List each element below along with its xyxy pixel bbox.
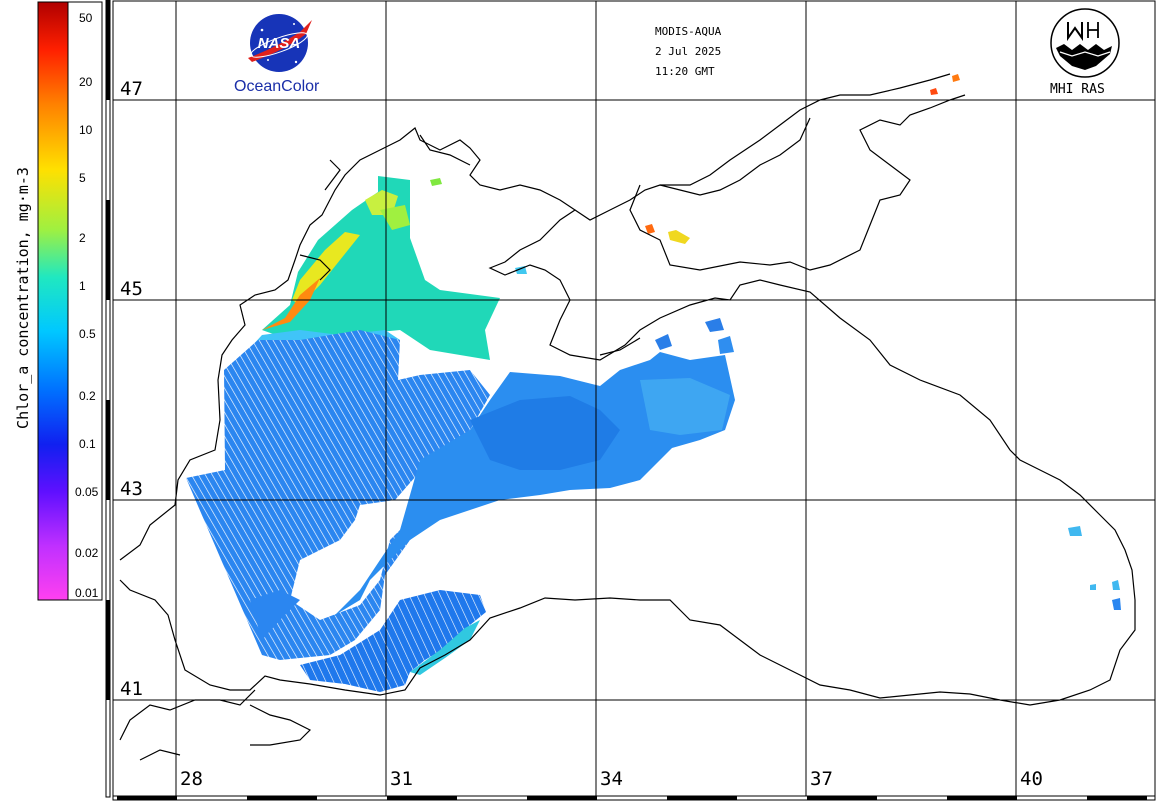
colorbar-tick: 50: [79, 11, 93, 25]
colorbar-gradient: [37, 1, 69, 601]
acquisition-date: 2 Jul 2025: [655, 45, 721, 58]
colorbar-title: Chlor_a concentration, mg·m-3: [14, 167, 32, 429]
latitude-labels: 47 45 43 41: [120, 78, 143, 700]
graticule: [113, 1, 1155, 796]
oceancolor-label: OceanColor: [234, 78, 320, 95]
acquisition-time: 11:20 GMT: [655, 65, 715, 78]
colorbar-tick: 0.05: [75, 485, 99, 499]
colorbar-tick: 5: [79, 171, 86, 185]
lon-label: 31: [390, 768, 413, 790]
lon-label: 37: [810, 768, 833, 790]
colorbar-tick: 10: [79, 123, 93, 137]
colorbar-tick-panel: [67, 1, 103, 601]
lon-label: 28: [180, 768, 203, 790]
colorbar-tick: 1: [79, 279, 86, 293]
colorbar-tick: 0.02: [75, 546, 99, 560]
colorbar-tick: 20: [79, 75, 93, 89]
lat-label: 41: [120, 678, 143, 700]
colorbar-tick: 0.01: [75, 586, 99, 600]
colorbar-tick: 0.1: [79, 437, 96, 451]
lon-label: 40: [1020, 768, 1043, 790]
lat-label: 43: [120, 478, 143, 500]
coastline: [119, 73, 1136, 761]
colorbar: Chlor_a concentration, mg·m-3 50 20 10 5…: [14, 1, 103, 601]
lon-label: 34: [600, 768, 623, 790]
nasa-logo-text: NASA: [258, 35, 301, 52]
chlorophyll-data-layer: [186, 74, 1121, 692]
lat-label: 47: [120, 78, 143, 100]
colorbar-tick: 0.5: [79, 327, 96, 341]
acquisition-info: MODIS-AQUA 2 Jul 2025 11:20 GMT: [655, 25, 722, 78]
sensor-name: MODIS-AQUA: [655, 25, 722, 38]
lat-label: 45: [120, 278, 143, 300]
colorbar-tick: 2: [79, 231, 86, 245]
longitude-labels: 28 31 34 37 40: [180, 768, 1043, 790]
mhi-ras-label: MHI RAS: [1050, 82, 1105, 97]
colorbar-tick: 0.2: [79, 389, 96, 403]
nasa-meatball-icon: NASA: [248, 14, 312, 72]
mhi-ras-emblem-icon: [1050, 8, 1120, 78]
